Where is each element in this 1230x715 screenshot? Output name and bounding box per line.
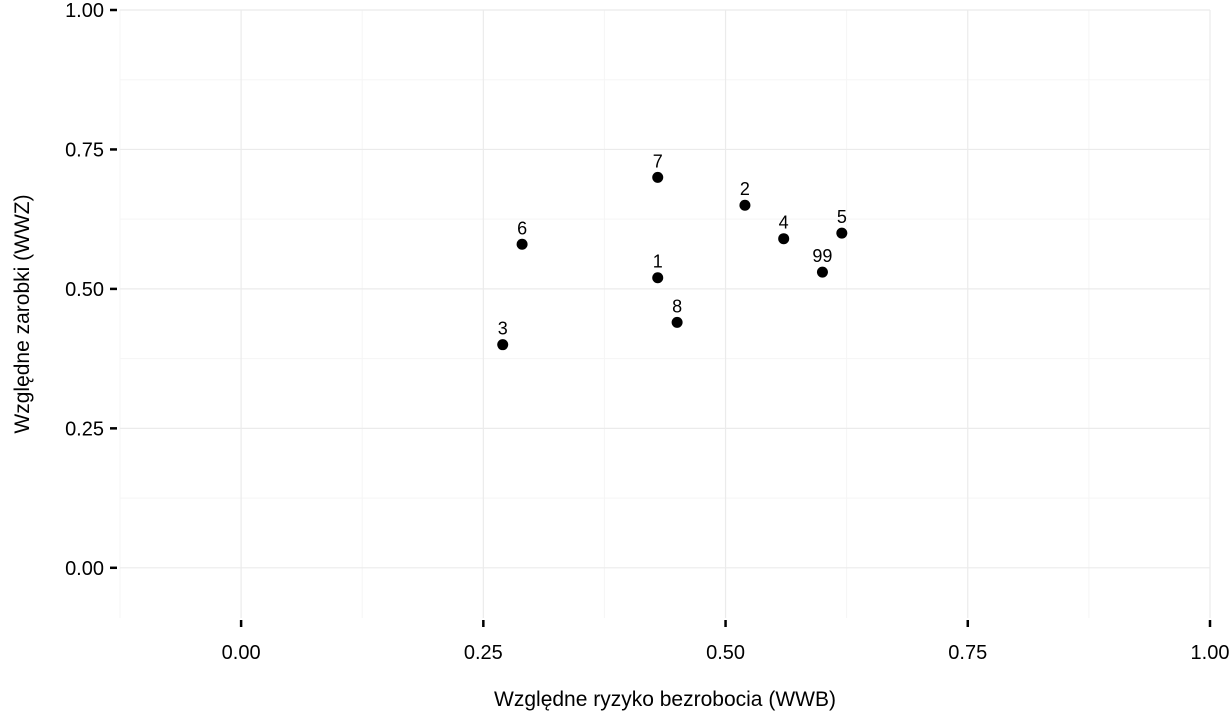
data-point <box>778 233 790 245</box>
x-tick-label: 0.50 <box>706 642 745 664</box>
y-tick-label: 0.00 <box>65 558 104 580</box>
data-point <box>671 316 683 328</box>
data-point <box>652 171 664 183</box>
minor-gridlines <box>119 10 1210 618</box>
data-point <box>652 272 664 284</box>
y-tick-label: 0.25 <box>65 418 104 440</box>
data-point <box>497 339 509 351</box>
x-tick-label: 0.75 <box>948 642 987 664</box>
data-point <box>516 238 528 250</box>
point-label: 7 <box>653 151 663 171</box>
x-tick-label: 0.00 <box>222 642 261 664</box>
point-label: 5 <box>837 207 847 227</box>
axes: 0.00 0.25 0.50 0.75 1.00 0.00 0.25 0.50 0.75 1.00 <box>65 0 1229 664</box>
point-label: 4 <box>779 213 789 233</box>
point-label: 8 <box>672 296 682 316</box>
data-points: 1 2 3 4 5 6 7 8 99 <box>497 151 848 351</box>
point-label: 2 <box>740 179 750 199</box>
y-axis-title: Względne zarobki (WWZ) <box>11 194 34 433</box>
major-gridlines <box>120 9 1211 618</box>
data-point <box>816 266 828 278</box>
point-label: 99 <box>812 246 832 266</box>
data-point <box>836 227 848 239</box>
x-axis-title: Względne ryzyko bezrobocia (WWB) <box>494 688 836 711</box>
x-tick-label: 1.00 <box>1191 642 1230 664</box>
data-point <box>739 199 751 211</box>
x-tick-label: 0.25 <box>464 642 503 664</box>
point-label: 6 <box>517 218 527 238</box>
y-tick-label: 1.00 <box>65 0 104 22</box>
y-tick-label: 0.75 <box>65 139 104 161</box>
point-label: 3 <box>498 319 508 339</box>
y-tick-label: 0.50 <box>65 279 104 301</box>
point-label: 1 <box>653 252 663 272</box>
